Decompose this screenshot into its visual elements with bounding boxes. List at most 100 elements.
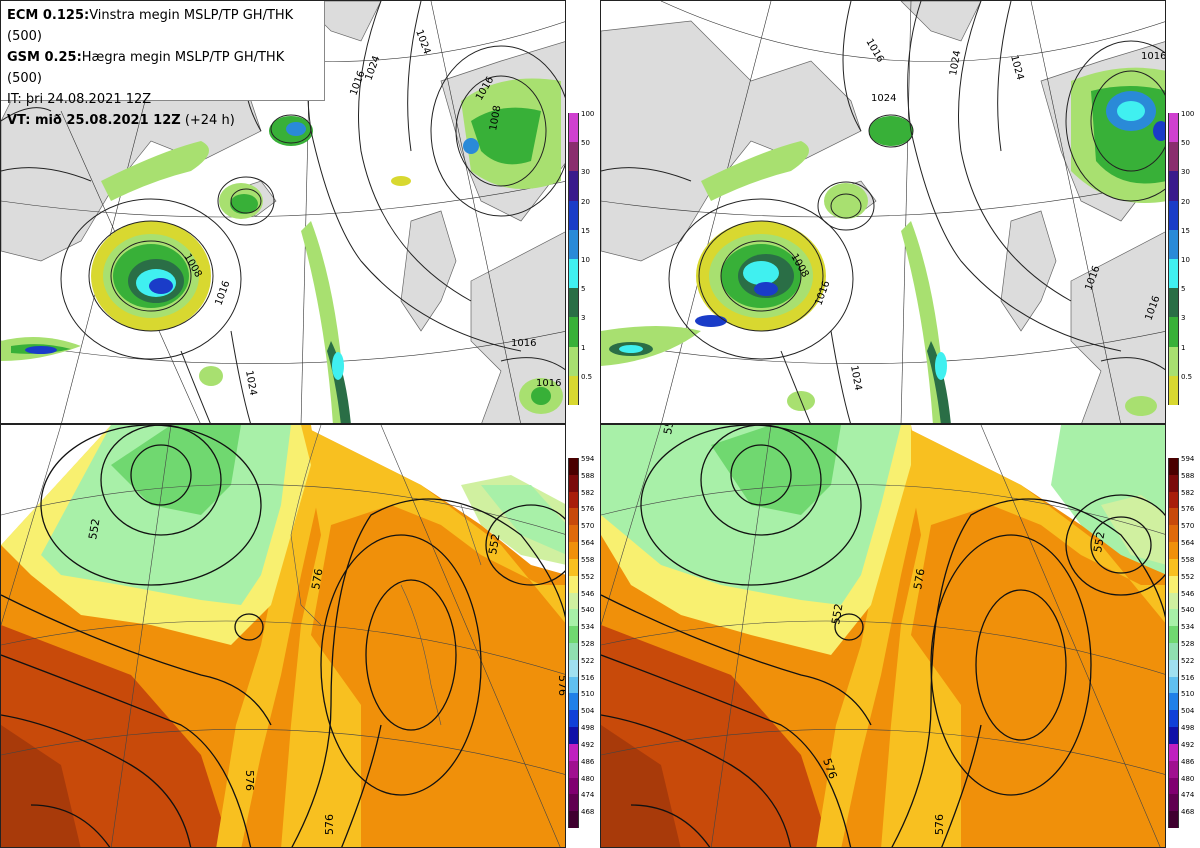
info-line-1: ECM 0.125:Vinstra megin MSLP/TP GH/THK (… [7,5,318,47]
colorbar-swatch [568,542,579,560]
colorbar-label: 534 [581,623,595,632]
colorbar-label: 0.5 [1181,372,1193,381]
precip-areas [601,67,1165,423]
colorbar-label: 474 [581,791,595,800]
mslp-label: 1016 [511,338,536,349]
colorbar-label: 552 [581,572,595,581]
thickness-colorbar-left: 594 588 582 576 570 564 558 552 546 540 534 528 522 5… [568,455,600,829]
colorbar-swatch [568,558,579,577]
colorbar-swatch [1168,525,1179,543]
mslp-label: 1024 [871,93,896,104]
colorbar-label: 20 [1181,197,1190,206]
colorbar-swatch [1168,229,1179,260]
ecm-gh500-svg: 552 576 576 576 576 552 [1,425,566,847]
colorbar-swatch [568,200,579,231]
colorbar-swatch [568,113,579,143]
gh-label: 576 [556,675,566,696]
gh-label: 576 [323,814,336,835]
colorbar-label: 540 [1181,606,1195,615]
colorbar-swatch [568,693,579,711]
colorbar-label: 594 [1181,455,1195,463]
gh-label: 552 [1091,531,1107,554]
precip-areas [1,78,563,423]
colorbar-label: 570 [581,522,595,531]
colorbar-label: 564 [581,539,595,548]
colorbar-swatch [1168,346,1179,377]
colorbar-swatch [568,760,579,779]
colorbar-label: 582 [581,488,595,497]
colorbar-label: 582 [1181,488,1195,497]
colorbar-swatch [1168,710,1179,728]
colorbar-label: 20 [581,197,590,206]
colorbar-swatch [1168,760,1179,779]
colorbar-label: 100 [1181,110,1195,118]
colorbar-label: 486 [581,757,595,766]
colorbar-label: 5 [581,285,586,294]
colorbar-label: 498 [581,724,595,733]
info-line-1-desc: Vinstra megin MSLP/TP GH/THK (500) [7,8,294,44]
colorbar-swatch [568,229,579,260]
colorbar-swatch [1168,727,1179,745]
colorbar-swatch [1168,794,1179,812]
colorbar-swatch [568,171,579,202]
gh-label: 576 [911,568,927,591]
thickness-colorbar-right: 594 588 582 576 570 564 558 552 546 540 534 528 522 5… [1168,455,1200,829]
colorbar-label: 492 [581,740,595,749]
colorbar-label: 588 [581,471,595,480]
colorbar-label: 522 [1181,656,1195,665]
colorbar-label: 480 [1181,774,1195,783]
precip-colorbar-right: 100 50 30 20 15 10 5 3 1 0.5 [1168,110,1200,406]
colorbar-label: 1 [581,343,586,352]
colorbar-label: 50 [1181,139,1190,148]
info-line-2: GSM 0.25:Hægra megin MSLP/TP GH/THK (500… [7,47,318,89]
colorbar-swatch [568,626,579,644]
colorbar-label: 570 [1181,522,1195,531]
gh-label: 576 [243,770,256,791]
colorbar-swatch [1168,811,1179,829]
colorbar-swatch [1168,558,1179,577]
ecm-mslp-svg: 1016 1024 1024 1008 1016 1024 1016 1016 … [1,1,565,423]
colorbar-swatch [1168,575,1179,594]
europe-land [1070,231,1165,423]
colorbar-swatch [568,525,579,543]
gsm-gh500-map: 552 552 576 576 576 552 [600,424,1166,848]
info-lead-time: (+24 h) [180,113,235,128]
colorbar-label: 588 [1181,471,1195,480]
colorbar-label: 534 [1181,623,1195,632]
colorbar-label: 576 [1181,505,1195,514]
colorbar-label: 540 [581,606,595,615]
colorbar-swatch [1168,491,1179,509]
colorbar-label: 564 [1181,539,1195,548]
colorbar-swatch [1168,777,1179,795]
mslp-label: 1024 [243,370,258,397]
colorbar-swatch [1168,508,1179,526]
colorbar-swatch [568,659,579,678]
colorbar-swatch [1168,375,1179,406]
colorbar-swatch [1168,626,1179,644]
colorbar-label: 528 [581,640,595,648]
info-line-2-model: GSM 0.25: [7,50,82,65]
colorbar-label: 1 [1181,343,1186,352]
colorbar-swatch [1168,259,1179,289]
colorbar-label: 15 [1181,226,1190,235]
colorbar-label: 576 [581,505,595,514]
gh-label: 576 [309,568,325,591]
colorbar-label: 5 [1181,285,1186,294]
info-line-4: VT: mið 25.08.2021 12Z (+24 h) [7,110,318,131]
info-valid-time: VT: mið 25.08.2021 12Z [7,113,181,128]
colorbar-label: 510 [1181,690,1195,699]
colorbar-swatch [568,508,579,526]
colorbar-swatch [568,743,579,762]
colorbar-swatch [568,592,579,610]
ecm-mslp-map: 1016 1024 1024 1008 1016 1024 1016 1016 … [0,0,566,424]
colorbar-label: 504 [581,707,595,716]
colorbar-swatch [568,777,579,795]
europe-land [470,231,565,423]
colorbar-swatch [568,609,579,627]
colorbar-swatch [1168,474,1179,493]
colorbar-label: 0.5 [581,372,593,381]
colorbar-label: 516 [581,673,595,682]
colorbar-label: 480 [581,774,595,783]
colorbar-label: 3 [1181,314,1186,323]
mslp-label: 1024 [413,28,432,56]
